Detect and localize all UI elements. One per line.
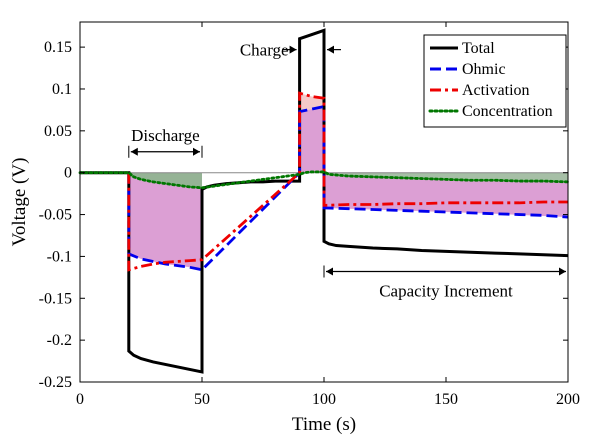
shaded-region-1 xyxy=(299,106,324,173)
y-tick-label: -0.15 xyxy=(39,290,72,307)
x-tick-label: 50 xyxy=(194,391,210,408)
shaded-region-4 xyxy=(128,172,202,188)
legend-label-ohmic: Ohmic xyxy=(462,61,506,78)
series-lines xyxy=(78,28,570,374)
annotations: Discharge Charge Capacity Increment xyxy=(128,40,569,301)
y-tick-label: -0.1 xyxy=(47,248,72,265)
series-line-concentration xyxy=(78,170,570,190)
y-tick-label: 0.05 xyxy=(44,123,72,140)
annotation-arrowhead xyxy=(289,45,297,54)
shaded-region-2 xyxy=(324,175,568,218)
y-tick-label: 0 xyxy=(64,165,72,182)
x-axis-label: Time (s) xyxy=(292,414,356,435)
y-tick-label: 0.15 xyxy=(44,39,72,56)
series-line-total xyxy=(80,28,569,374)
x-tick-label: 0 xyxy=(76,391,84,408)
shaded-regions xyxy=(128,93,568,270)
shaded-region-0 xyxy=(128,176,202,270)
x-tick-label: 100 xyxy=(312,391,336,408)
y-tick-label: -0.05 xyxy=(39,207,72,224)
legend-label-activation: Activation xyxy=(462,82,530,99)
annotation-arrowhead xyxy=(193,147,200,156)
series-line-ohmic xyxy=(127,104,569,272)
x-tick-label: 150 xyxy=(434,391,458,408)
y-axis-label: Voltage (V) xyxy=(9,158,30,247)
series-line-activation xyxy=(127,91,568,272)
legend-label-concentration: Concentration xyxy=(462,103,553,120)
annotation-label: Capacity Increment xyxy=(379,282,513,301)
annotation-label: Charge xyxy=(240,40,289,59)
annotation-arrowhead xyxy=(327,45,334,54)
annotation-arrowhead xyxy=(559,267,566,276)
x-tick-label: 200 xyxy=(556,391,580,408)
axis-ticks: 0 50 100 150 200 -0.25 -0.2 -0.15 -0.1 -0.05 0 0.05… xyxy=(39,22,580,408)
legend: Total Ohmic Activation Concentration xyxy=(423,34,567,128)
y-tick-label: -0.2 xyxy=(47,332,72,349)
annotation-label: Discharge xyxy=(131,126,200,145)
legend-label-total: Total xyxy=(462,40,495,57)
y-tick-label: 0.1 xyxy=(52,81,72,98)
annotation-arrowhead xyxy=(326,267,333,276)
annotation-arrowhead xyxy=(130,147,138,156)
y-tick-label: -0.25 xyxy=(39,374,72,391)
